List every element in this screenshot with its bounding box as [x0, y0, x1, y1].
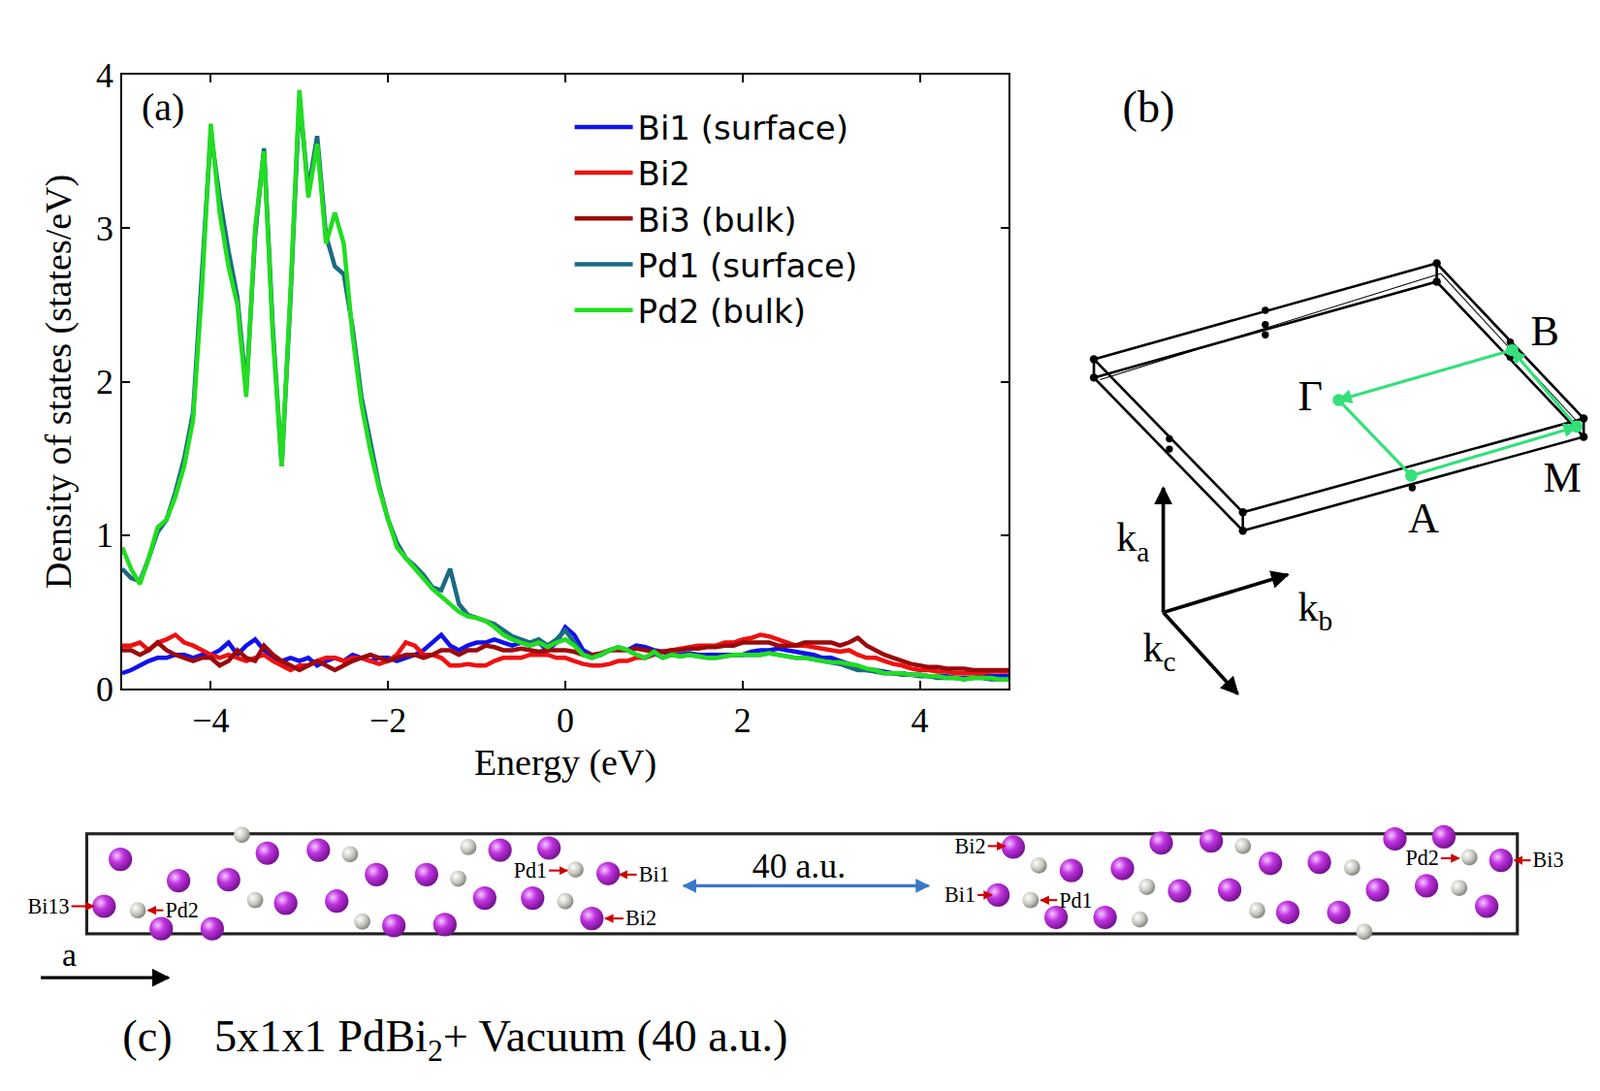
svg-text:40 a.u.: 40 a.u. — [752, 846, 846, 886]
svg-text:M: M — [1542, 453, 1581, 502]
svg-text:4: 4 — [911, 701, 929, 740]
svg-text:5x1x1 PdBi2+ Vacuum (40 a.u.): 5x1x1 PdBi2+ Vacuum (40 a.u.) — [214, 1011, 788, 1069]
svg-text:2: 2 — [734, 701, 752, 740]
svg-text:(b): (b) — [1122, 82, 1176, 132]
svg-text:Bi1 (surface): Bi1 (surface) — [638, 108, 849, 148]
svg-text:B: B — [1530, 307, 1559, 355]
svg-text:2: 2 — [96, 362, 114, 402]
svg-text:Pd1: Pd1 — [513, 858, 547, 883]
svg-text:Pd2 (bulk): Pd2 (bulk) — [638, 291, 806, 331]
svg-text:Pd1 (surface): Pd1 (surface) — [638, 246, 859, 286]
svg-text:Bi1: Bi1 — [944, 882, 976, 907]
svg-text:Bi2: Bi2 — [638, 154, 691, 193]
svg-text:1: 1 — [96, 515, 114, 555]
svg-text:kc: kc — [1143, 624, 1177, 678]
svg-text:a: a — [62, 936, 77, 973]
svg-text:Bi3: Bi3 — [1533, 847, 1565, 872]
svg-text:Bi3 (bulk): Bi3 (bulk) — [638, 200, 798, 240]
svg-text:(c): (c) — [122, 1011, 172, 1061]
svg-text:4: 4 — [96, 56, 114, 96]
svg-text:0: 0 — [556, 701, 575, 740]
svg-text:A: A — [1408, 494, 1440, 543]
svg-text:Pd1: Pd1 — [1058, 888, 1092, 913]
svg-text:Bi13: Bi13 — [28, 894, 70, 919]
svg-text:3: 3 — [96, 209, 114, 249]
svg-text:Density of states (states/eV): Density of states (states/eV) — [37, 174, 80, 589]
svg-text:(a): (a) — [141, 85, 185, 129]
svg-text:Bi1: Bi1 — [639, 862, 671, 887]
svg-text:kb: kb — [1298, 583, 1334, 638]
svg-text:−2: −2 — [369, 701, 407, 740]
svg-text:0: 0 — [96, 670, 114, 709]
svg-text:ka: ka — [1116, 513, 1150, 568]
svg-text:−4: −4 — [192, 701, 229, 740]
svg-text:Γ: Γ — [1298, 372, 1324, 420]
svg-text:Bi2: Bi2 — [955, 833, 987, 859]
svg-text:Pd2: Pd2 — [164, 897, 198, 923]
svg-text:Bi2: Bi2 — [625, 905, 657, 930]
svg-text:Pd2: Pd2 — [1405, 845, 1439, 870]
svg-text:Energy (eV): Energy (eV) — [474, 741, 657, 784]
